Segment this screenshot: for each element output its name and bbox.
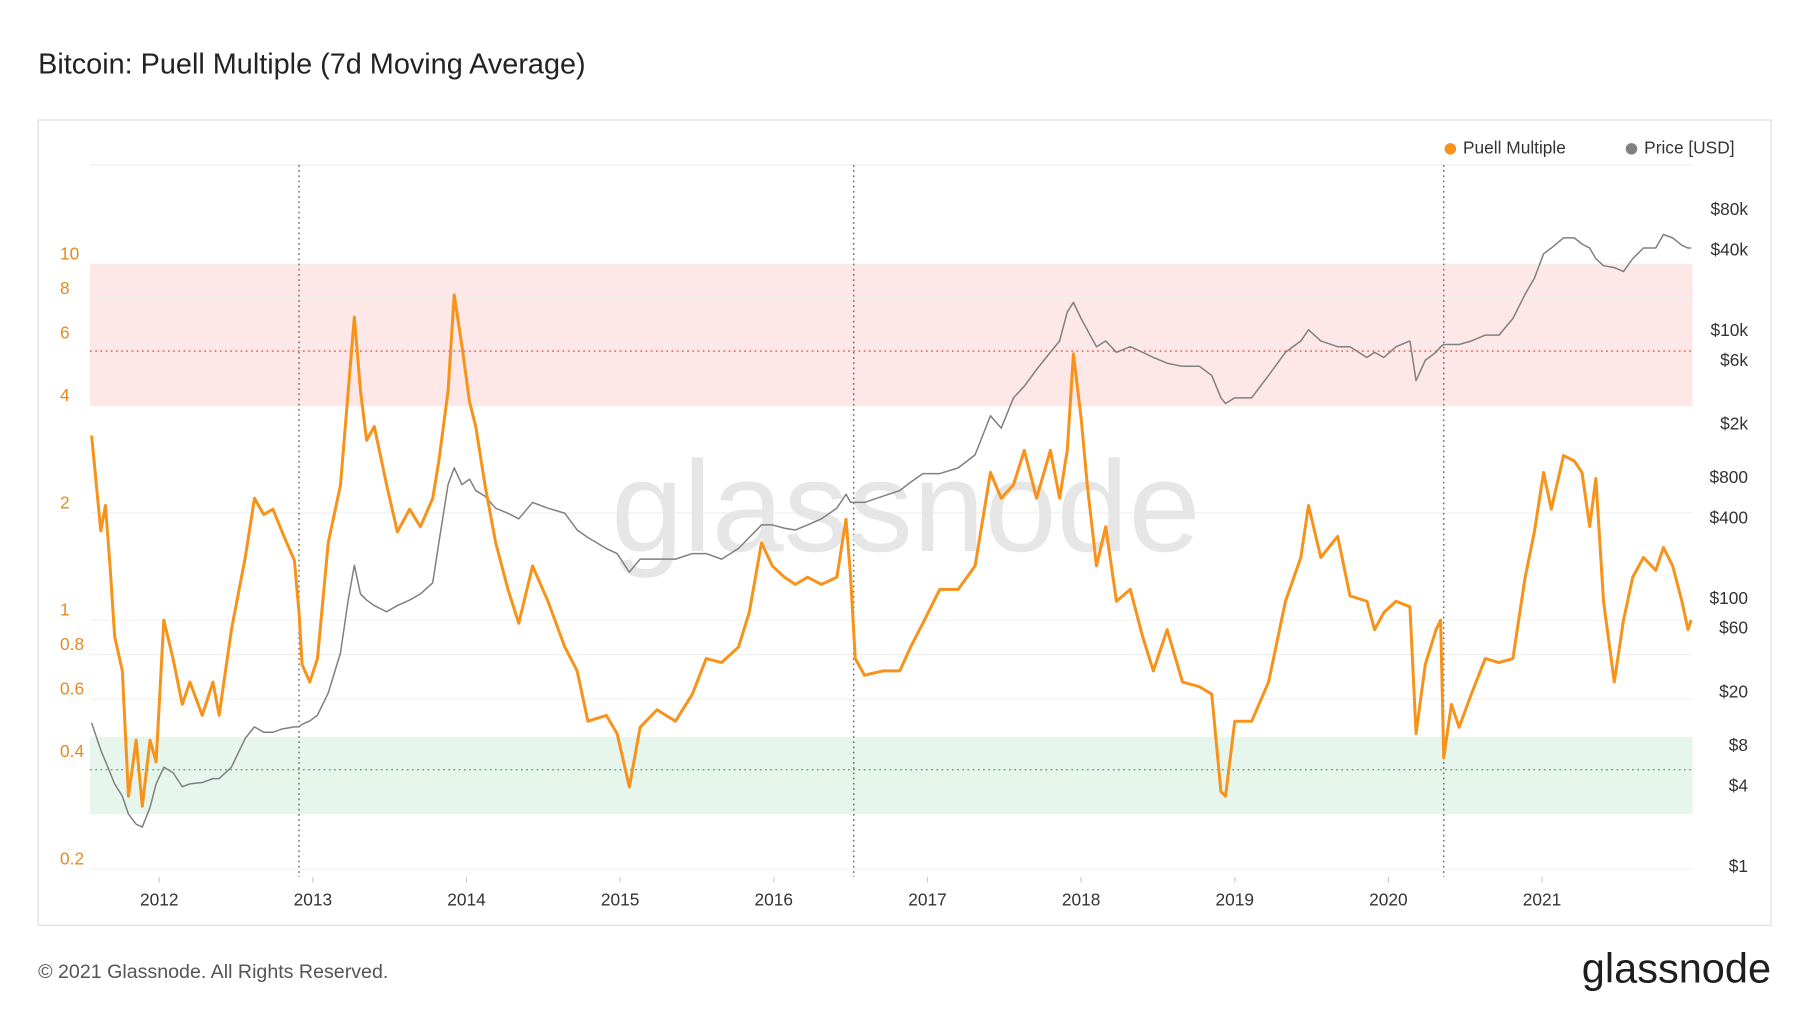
y2-tick-label: $60 — [1719, 618, 1748, 638]
legend-label: Price [USD] — [1644, 137, 1734, 157]
y2-tick-label: $800 — [1710, 467, 1748, 487]
y2-tick-label: $100 — [1710, 588, 1748, 608]
chart-title: Bitcoin: Puell Multiple (7d Moving Avera… — [38, 48, 585, 80]
y-tick-label: 0.2 — [60, 848, 84, 868]
y-tick-label: 10 — [60, 244, 79, 264]
x-tick-label: 2017 — [908, 890, 946, 910]
x-tick-label: 2019 — [1216, 890, 1254, 910]
y2-tick-label: $400 — [1710, 507, 1748, 527]
y-tick-label: 0.6 — [60, 678, 84, 698]
x-tick-label: 2013 — [294, 890, 332, 910]
y2-tick-label: $20 — [1719, 682, 1748, 702]
legend-marker — [1625, 143, 1638, 155]
y-tick-label: 2 — [60, 492, 70, 512]
x-tick-label: 2021 — [1523, 890, 1561, 910]
y-tick-label: 6 — [60, 323, 70, 343]
plot-foreground: 0.2 0.4 0.6 0.8 1 2 4 6 8 10 $1 $4 $8 $20 $60 $100 $400 $… — [60, 137, 1748, 909]
y2-tick-label: $2k — [1720, 414, 1748, 434]
x-tick-label: 2018 — [1062, 890, 1100, 910]
y-tick-label: 4 — [60, 385, 70, 405]
legend-marker — [1444, 143, 1457, 155]
brand-logo: glassnode — [1582, 944, 1771, 991]
y-tick-label: 0.8 — [60, 634, 84, 654]
x-tick-label: 2020 — [1369, 890, 1407, 910]
y2-tick-label: $40k — [1710, 239, 1748, 259]
series-line — [90, 293, 1693, 808]
legend-label: Puell Multiple — [1463, 137, 1566, 157]
footer: © 2021 Glassnode. All Rights Reserved. — [38, 961, 388, 983]
x-tick-label: 2016 — [755, 890, 793, 910]
threshold-band — [90, 736, 1693, 815]
y2-tick-label: $4 — [1729, 775, 1749, 795]
y2-tick-label: $10k — [1710, 320, 1748, 340]
x-tick-label: 2015 — [601, 890, 639, 910]
y2-tick-label: $80k — [1710, 199, 1748, 219]
y2-tick-label: $8 — [1729, 735, 1748, 755]
y-tick-label: 1 — [60, 599, 70, 619]
threshold-band — [90, 264, 1693, 406]
series-line — [90, 233, 1692, 828]
x-tick-label: 2014 — [447, 890, 486, 910]
y-tick-label: 0.4 — [60, 741, 84, 761]
plot-background — [90, 164, 1693, 877]
y2-tick-label: $6k — [1720, 350, 1748, 370]
y2-tick-label: $1 — [1729, 856, 1748, 876]
x-tick-label: 2012 — [140, 890, 178, 910]
y-tick-label: 8 — [60, 278, 70, 298]
watermark: glassnode — [611, 435, 1200, 579]
